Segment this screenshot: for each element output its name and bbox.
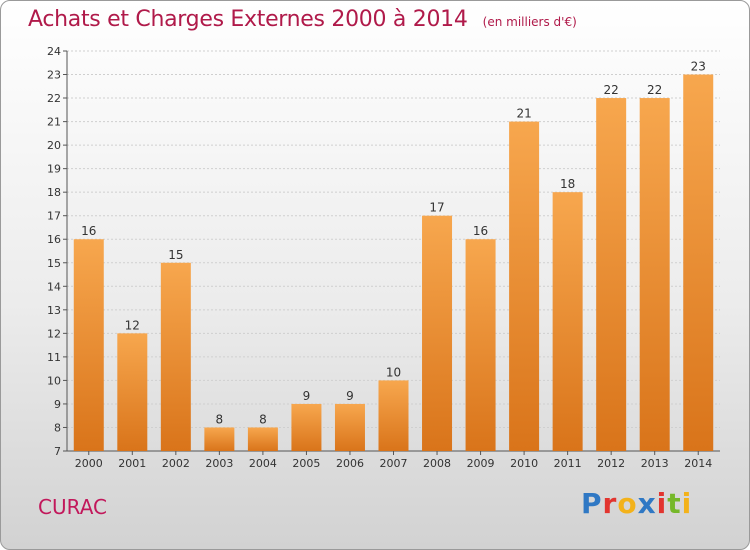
x-tick-label: 2007 <box>380 457 408 470</box>
x-tick-label: 2014 <box>684 457 712 470</box>
logo-letter: i <box>681 487 693 520</box>
x-tick-label: 2001 <box>118 457 146 470</box>
y-tick-label: 18 <box>47 186 61 199</box>
bars <box>73 74 714 452</box>
y-tick-label: 17 <box>47 210 61 223</box>
x-tick-label: 2010 <box>510 457 538 470</box>
bar-value-label: 17 <box>429 201 444 215</box>
y-tick-label: 12 <box>47 327 61 340</box>
bar <box>204 427 235 451</box>
logo-letter: i <box>656 487 668 520</box>
chart-title: Achats et Charges Externes 2000 à 2014 <box>28 7 468 32</box>
x-tick-label: 2000 <box>75 457 103 470</box>
bar-value-label: 16 <box>81 224 96 238</box>
bar <box>160 262 191 451</box>
bar <box>422 215 453 451</box>
logo-letter: r <box>602 487 618 520</box>
y-tick-label: 14 <box>47 280 61 293</box>
labels: 7 8 9 10 11 12 13 14 15 16 17 18 19 20 21 22 23 24 16 2000 1… <box>47 45 712 470</box>
x-tick-label: 2008 <box>423 457 451 470</box>
y-tick-label: 7 <box>54 445 61 458</box>
y-tick-label: 16 <box>47 233 61 246</box>
y-tick-label: 23 <box>47 69 61 82</box>
bar-value-label: 12 <box>125 318 140 332</box>
title-row: Achats et Charges Externes 2000 à 2014 (… <box>28 7 577 32</box>
bar-value-label: 10 <box>386 365 401 379</box>
x-tick-label: 2004 <box>249 457 277 470</box>
x-tick-label: 2009 <box>467 457 495 470</box>
y-tick-label: 24 <box>47 45 61 58</box>
bar <box>117 333 148 451</box>
bar-value-label: 8 <box>259 412 267 426</box>
bar <box>378 380 409 451</box>
proxiti-logo[interactable]: Proxiti <box>581 487 692 520</box>
bar <box>509 121 540 452</box>
y-tick-label: 8 <box>54 421 61 434</box>
bar <box>683 74 714 451</box>
x-tick-label: 2006 <box>336 457 364 470</box>
bar-value-label: 21 <box>516 107 531 121</box>
bar <box>596 98 627 451</box>
bar-value-label: 9 <box>346 389 354 403</box>
y-tick-label: 15 <box>47 257 61 270</box>
bar <box>465 239 496 451</box>
y-tick-label: 21 <box>47 116 61 129</box>
bar-value-label: 9 <box>303 389 311 403</box>
bar <box>334 403 365 451</box>
bar-value-label: 18 <box>560 177 575 191</box>
bar <box>247 427 278 451</box>
logo-letter: o <box>617 487 638 520</box>
chart-subtitle: (en milliers d'€) <box>482 15 577 29</box>
y-tick-label: 10 <box>47 374 61 387</box>
place-name: CURAC <box>38 495 107 519</box>
y-tick-label: 22 <box>47 92 61 105</box>
bar-value-label: 16 <box>473 224 488 238</box>
bar <box>639 98 670 451</box>
y-tick-label: 13 <box>47 304 61 317</box>
bar-value-label: 8 <box>216 412 224 426</box>
bar-value-label: 23 <box>691 60 706 74</box>
logo-letter: t <box>667 487 682 520</box>
y-tick-label: 9 <box>54 398 61 411</box>
bar-value-label: 22 <box>647 83 662 97</box>
x-tick-label: 2011 <box>554 457 582 470</box>
bar <box>73 239 104 451</box>
x-tick-label: 2012 <box>597 457 625 470</box>
x-tick-label: 2002 <box>162 457 190 470</box>
bar-value-label: 22 <box>604 83 619 97</box>
bar <box>552 192 583 452</box>
y-tick-label: 19 <box>47 163 61 176</box>
x-tick-label: 2005 <box>292 457 320 470</box>
y-tick-label: 11 <box>47 351 61 364</box>
x-tick-label: 2013 <box>641 457 669 470</box>
y-tick-label: 20 <box>47 139 61 152</box>
x-tick-label: 2003 <box>205 457 233 470</box>
logo-letter: P <box>581 487 603 520</box>
logo-letter: x <box>637 487 657 520</box>
bar <box>291 403 322 451</box>
bar-value-label: 15 <box>168 248 183 262</box>
